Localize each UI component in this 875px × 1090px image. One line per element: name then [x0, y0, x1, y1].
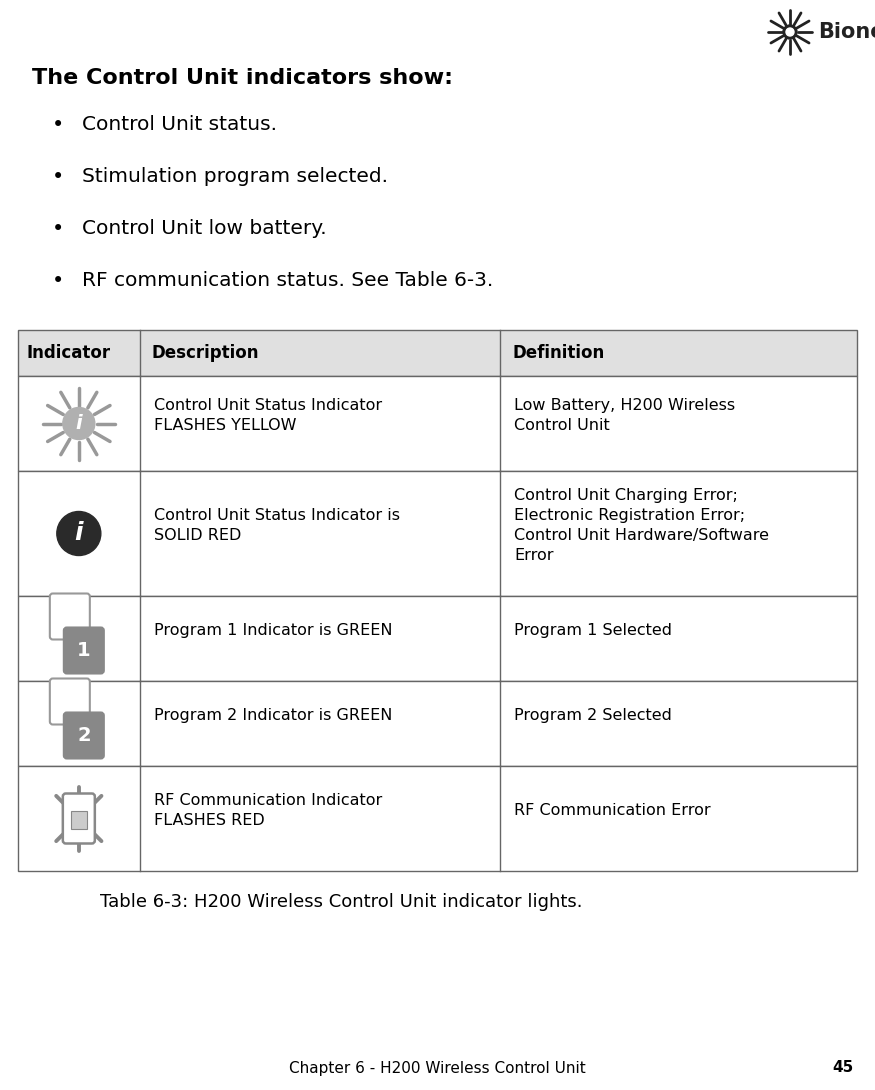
FancyBboxPatch shape	[64, 713, 104, 759]
Text: RF communication status. See Table 6-3.: RF communication status. See Table 6-3.	[82, 271, 494, 290]
Text: •: •	[52, 167, 64, 187]
Bar	[18, 330, 857, 376]
Bar	[71, 811, 87, 828]
Text: Definition: Definition	[513, 344, 605, 362]
Text: Program 2 Indicator is GREEN: Program 2 Indicator is GREEN	[154, 708, 392, 723]
Text: Program 1 Indicator is GREEN: Program 1 Indicator is GREEN	[154, 623, 392, 638]
Text: 45: 45	[832, 1061, 853, 1076]
Text: Stimulation program selected.: Stimulation program selected.	[82, 167, 388, 186]
Text: i: i	[74, 521, 83, 545]
Text: Table 6-3: H200 Wireless Control Unit indicator lights.: Table 6-3: H200 Wireless Control Unit in…	[100, 893, 583, 911]
Text: •: •	[52, 219, 64, 239]
Text: Program 1 Selected: Program 1 Selected	[514, 623, 672, 638]
Text: Chapter 6 - H200 Wireless Control Unit: Chapter 6 - H200 Wireless Control Unit	[289, 1061, 585, 1076]
Text: RF Communication Error: RF Communication Error	[514, 803, 711, 818]
FancyBboxPatch shape	[50, 593, 90, 640]
Text: Control Unit low battery.: Control Unit low battery.	[82, 219, 326, 238]
Text: Control Unit Status Indicator
FLASHES YELLOW: Control Unit Status Indicator FLASHES YE…	[154, 398, 382, 433]
FancyBboxPatch shape	[50, 678, 90, 725]
Text: Description: Description	[151, 344, 259, 362]
FancyBboxPatch shape	[64, 628, 104, 674]
Circle shape	[63, 408, 94, 439]
Text: 1: 1	[77, 641, 91, 661]
Text: 2: 2	[77, 726, 91, 744]
Text: Control Unit status.: Control Unit status.	[82, 116, 277, 134]
Bar	[18, 596, 857, 681]
Circle shape	[786, 28, 794, 36]
Text: Bioness: Bioness	[818, 22, 875, 43]
Bar	[18, 471, 857, 596]
Text: Low Battery, H200 Wireless
Control Unit: Low Battery, H200 Wireless Control Unit	[514, 398, 736, 433]
Circle shape	[783, 25, 797, 39]
Text: RF Communication Indicator
FLASHES RED: RF Communication Indicator FLASHES RED	[154, 794, 382, 828]
Text: Control Unit Status Indicator is
SOLID RED: Control Unit Status Indicator is SOLID R…	[154, 508, 400, 543]
Text: •: •	[52, 116, 64, 135]
Text: Indicator: Indicator	[26, 344, 110, 362]
FancyBboxPatch shape	[63, 794, 94, 844]
Text: Control Unit Charging Error;
Electronic Registration Error;
Control Unit Hardwar: Control Unit Charging Error; Electronic …	[514, 488, 769, 562]
Bar	[18, 766, 857, 871]
Text: The Control Unit indicators show:: The Control Unit indicators show:	[32, 68, 453, 88]
Text: •: •	[52, 271, 64, 291]
Circle shape	[57, 511, 101, 556]
Bar	[18, 681, 857, 766]
Bar	[18, 376, 857, 471]
Text: Program 2 Selected: Program 2 Selected	[514, 708, 672, 723]
Text: i: i	[75, 414, 82, 433]
